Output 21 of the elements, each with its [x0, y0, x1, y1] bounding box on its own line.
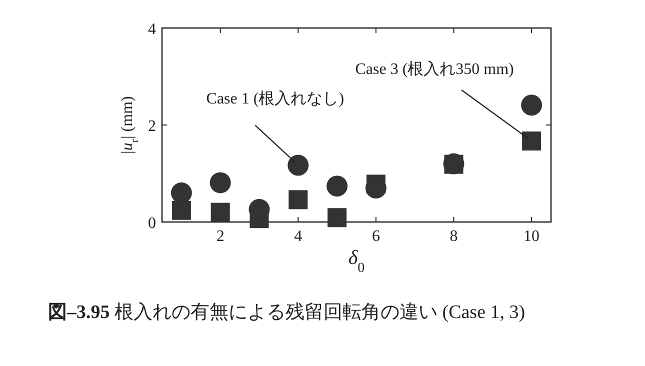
annotation: Case 1 (根入れなし) [206, 89, 344, 108]
point [172, 200, 191, 220]
x-tick-label: 6 [372, 228, 380, 245]
point [210, 172, 231, 194]
y-tick-label: 2 [148, 118, 156, 135]
x-axis-title: δ$_{0}$ [348, 247, 365, 276]
x-tick-label: 2 [216, 228, 224, 245]
x-tick-label: 10 [524, 228, 540, 245]
point [328, 208, 347, 228]
x-tick-label: 4 [294, 228, 302, 245]
x-tick-label: 8 [450, 228, 458, 245]
y-tick-label: 0 [148, 215, 156, 232]
point [522, 132, 542, 151]
text: 図–3.95 根入れの有無による残留回転角の違い (Case 1, 3) [48, 302, 526, 323]
point [521, 94, 542, 116]
point [288, 154, 309, 176]
point [288, 190, 308, 210]
y-tick-label: 4 [148, 21, 156, 38]
annotation: Case 3 (根入れ350 mm) [355, 60, 514, 78]
point [210, 202, 230, 222]
point [326, 176, 348, 197]
